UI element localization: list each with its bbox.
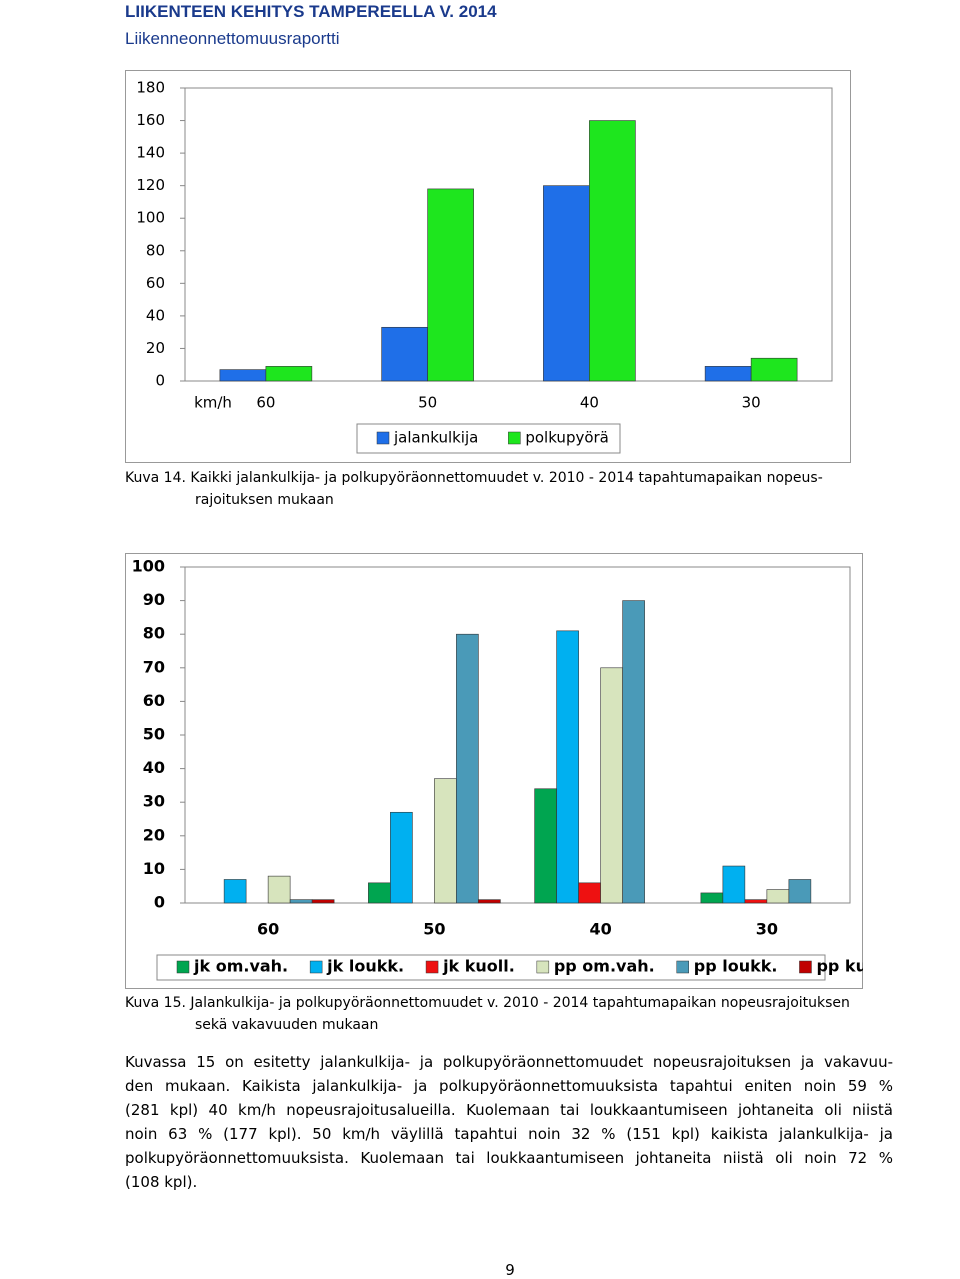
x-tick-label: 60 bbox=[256, 394, 275, 412]
bar bbox=[543, 185, 590, 382]
bar bbox=[589, 120, 636, 382]
legend-label: polkupyörä bbox=[525, 429, 609, 447]
y-tick-label: 60 bbox=[146, 274, 165, 292]
caption: Kuva 14. Kaikki jalankulkija- ja polkupy… bbox=[125, 467, 865, 511]
y-tick-label: 40 bbox=[146, 306, 165, 324]
bar bbox=[700, 892, 724, 904]
y-tick-label: 50 bbox=[143, 725, 165, 744]
plot-area bbox=[184, 566, 851, 904]
y-tick-label: 20 bbox=[143, 825, 165, 844]
bar bbox=[390, 811, 413, 904]
legend-label: jk loukk. bbox=[326, 957, 404, 976]
legend-swatch bbox=[176, 960, 190, 974]
x-tick-label: 40 bbox=[580, 394, 599, 412]
caption-line: Kuva 14. Kaikki jalankulkija- ja polkupy… bbox=[125, 470, 823, 486]
legend-swatch bbox=[376, 431, 390, 445]
legend-label: jalankulkija bbox=[393, 429, 478, 447]
legend-swatch bbox=[425, 960, 439, 974]
caption-line: Kuva 15. Jalankulkija- ja polkupyöräonne… bbox=[125, 995, 850, 1011]
caption: Kuva 15. Jalankulkija- ja polkupyöräonne… bbox=[125, 992, 865, 1036]
x-tick-label: 50 bbox=[423, 920, 445, 939]
legend-swatch bbox=[799, 960, 812, 974]
x-axis-label: km/h bbox=[194, 394, 232, 412]
y-tick-label: 0 bbox=[154, 893, 165, 912]
legend-box bbox=[156, 954, 826, 981]
bar bbox=[704, 366, 752, 382]
legend-swatch bbox=[676, 960, 689, 974]
bar bbox=[434, 778, 457, 904]
bar bbox=[427, 188, 474, 382]
bar bbox=[478, 899, 501, 904]
bar bbox=[622, 600, 645, 904]
bar bbox=[289, 899, 313, 904]
bar bbox=[265, 366, 313, 382]
bar bbox=[556, 630, 579, 904]
x-tick-label: 60 bbox=[257, 920, 279, 939]
y-tick-label: 90 bbox=[143, 590, 165, 609]
bar bbox=[578, 882, 601, 904]
legend-label: pp loukk. bbox=[694, 957, 778, 976]
bar bbox=[381, 326, 428, 382]
bar bbox=[766, 889, 790, 904]
legend-box bbox=[356, 423, 621, 454]
paragraph-line: Kuvassa 15 on esitetty jalankulkija- ja … bbox=[125, 1053, 893, 1071]
y-tick-label: 140 bbox=[136, 144, 165, 162]
y-tick-label: 160 bbox=[136, 111, 165, 129]
bar bbox=[722, 865, 746, 904]
legend-swatch bbox=[508, 431, 521, 445]
bar bbox=[600, 667, 623, 904]
chart: 0 20 40 60 80 100 120 140 160 180 60 50 40 30 km/h jala… bbox=[125, 70, 851, 463]
chart: 0 10 20 30 40 50 60 70 80 90 100 60 50 40 30 jk om.vah.… bbox=[125, 553, 863, 989]
paragraph: Kuvassa 15 on esitetty jalankulkija- ja … bbox=[125, 1050, 893, 1194]
paragraph-line: (281 kpl) 40 km/h nopeusrajoitusalueilla… bbox=[125, 1101, 893, 1119]
header-title: LIIKENTEEN KEHITYS TAMPEREELLA V. 2014 bbox=[125, 2, 497, 21]
bar bbox=[534, 788, 557, 904]
legend-swatch bbox=[309, 960, 323, 974]
paragraph-line: noin 63 % (177 kpl). 50 km/h väylillä ta… bbox=[125, 1125, 893, 1143]
bar bbox=[223, 879, 247, 904]
y-tick-label: 30 bbox=[143, 792, 165, 811]
paragraph-line: den mukaan. Kaikista jalankulkija- ja po… bbox=[125, 1077, 893, 1095]
plot-area bbox=[184, 87, 833, 382]
bar bbox=[744, 899, 768, 904]
legend-label: jk om.vah. bbox=[193, 957, 288, 976]
caption-line: sekä vakavuuden mukaan bbox=[195, 1017, 379, 1033]
y-tick-label: 80 bbox=[143, 624, 165, 643]
legend-label: pp kuoll. bbox=[816, 957, 863, 976]
x-tick-label: 30 bbox=[742, 394, 761, 412]
bar bbox=[750, 357, 798, 382]
paragraph-line: (108 kpl). bbox=[125, 1173, 198, 1191]
legend-swatch bbox=[536, 960, 550, 974]
y-tick-label: 100 bbox=[136, 209, 165, 227]
y-tick-label: 20 bbox=[146, 339, 165, 357]
bar bbox=[267, 875, 291, 904]
bar bbox=[368, 882, 391, 904]
header-subtitle: Liikenneonnettomuusraportti bbox=[125, 29, 340, 48]
y-tick-label: 60 bbox=[143, 691, 165, 710]
paragraph-line: polkupyöräonnettomuuksista. Kuolemaan ta… bbox=[125, 1149, 893, 1167]
y-tick-label: 10 bbox=[143, 859, 165, 878]
x-tick-label: 30 bbox=[756, 920, 778, 939]
bar bbox=[311, 899, 335, 904]
y-tick-label: 180 bbox=[136, 79, 165, 97]
y-tick-label: 40 bbox=[143, 758, 165, 777]
bar bbox=[219, 369, 267, 382]
caption-line: rajoituksen mukaan bbox=[195, 492, 334, 508]
x-tick-label: 40 bbox=[589, 920, 611, 939]
legend-label: jk kuoll. bbox=[442, 957, 515, 976]
y-tick-label: 120 bbox=[136, 176, 165, 194]
y-tick-label: 70 bbox=[143, 657, 165, 676]
page-number: 9 bbox=[505, 1261, 515, 1279]
y-tick-label: 100 bbox=[132, 557, 165, 576]
y-tick-label: 80 bbox=[146, 241, 165, 259]
x-tick-label: 50 bbox=[418, 394, 437, 412]
legend-label: pp om.vah. bbox=[554, 957, 655, 976]
bar bbox=[788, 879, 812, 904]
bar bbox=[456, 633, 479, 904]
y-tick-label: 0 bbox=[155, 372, 165, 390]
